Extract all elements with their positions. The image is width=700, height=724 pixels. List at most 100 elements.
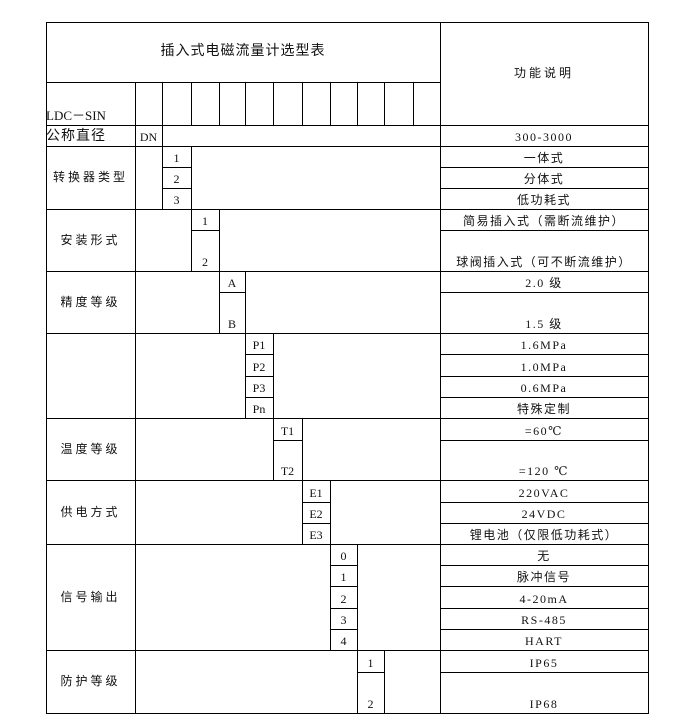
grid-line [440,292,649,293]
option-description: 1.6MPa [520,338,568,352]
option-code: P1 [252,338,266,352]
group-label: 转换器类型 [52,170,128,184]
option-description: 分体式 [523,172,565,186]
grid-line [46,146,649,147]
grid-line [46,22,649,23]
option-description: IP65 [529,656,559,670]
grid-line [330,565,358,566]
grid-line [219,271,220,334]
group-label: 供电方式 [60,504,121,519]
grid-line [384,82,385,126]
option-description: 球阀插入式（可不断流维护） [456,255,632,269]
grid-line [330,544,331,651]
option-code: P3 [252,381,266,395]
grid-line [245,397,274,398]
table-title: 插入式电磁流量计选型表 [160,43,326,59]
grid-line [440,502,649,503]
option-code: DN [139,130,158,144]
option-code: E2 [309,507,323,521]
group-label: 公称直径 [46,129,106,144]
grid-line [46,650,649,651]
option-description: 1.0MPa [520,360,568,374]
grid-line [440,523,649,524]
option-code: Pn [252,402,266,416]
grid-line [162,125,163,147]
grid-line [330,586,358,587]
option-code: 1 [202,214,208,228]
option-description: IP68 [529,697,559,711]
option-code: 2 [173,172,180,186]
option-code: P2 [252,360,266,374]
option-description: 0.6MPa [520,381,568,395]
option-code: 1 [173,151,180,165]
option-description: 锂电池（仅限低功耗式） [469,528,619,542]
grid-line [330,608,358,609]
option-description: 1.5 级 [525,317,563,331]
grid-line [46,333,649,334]
grid-line [162,82,163,126]
grid-line [302,82,303,126]
grid-line [245,376,274,377]
option-description: 300-3000 [515,130,573,144]
grid-line [46,82,441,83]
option-description: =60℃ [524,424,564,438]
grid-line [357,672,385,673]
grid-line [135,82,136,126]
grid-line [440,629,649,630]
grid-line [440,230,649,231]
option-code: A [227,276,237,290]
option-code: 0 [340,549,347,563]
grid-line [273,82,274,126]
grid-line [330,629,358,630]
option-description: 低功耗式 [516,193,571,207]
grid-line [46,418,649,419]
option-code: B [227,317,236,331]
grid-line [135,125,136,714]
option-code: E1 [309,486,323,500]
group-label: 防护等级 [60,674,121,688]
option-code: 2 [367,697,374,711]
grid-line [245,82,246,126]
option-code: 2 [340,592,347,606]
grid-line [440,440,649,441]
grid-line [357,544,358,651]
grid-line [162,188,192,189]
grid-line [219,82,220,126]
grid-line [219,209,220,272]
option-code: T1 [280,424,295,438]
grid-line [440,376,649,377]
grid-line [440,608,649,609]
grid-line [162,146,163,210]
grid-line [440,188,649,189]
grid-line [330,82,331,126]
option-description: HART [525,634,563,648]
option-description: 特殊定制 [516,402,571,416]
grid-line [440,354,649,355]
grid-line [440,672,649,673]
option-description: 220VAC [518,486,570,500]
grid-line [245,354,274,355]
group-label: 信号输出 [60,589,121,604]
grid-line [46,271,649,272]
group-label: 精度等级 [60,294,121,309]
grid-line [648,22,649,714]
grid-line [191,82,192,126]
grid-line [46,544,649,545]
grid-line [273,418,274,481]
grid-line [46,713,649,714]
grid-line [191,230,220,231]
option-code: 4 [340,634,347,648]
option-description: 脉冲信号 [516,570,571,584]
group-label [46,333,135,418]
model-prefix: LDC－SIN [46,108,106,123]
option-code: T2 [280,464,295,478]
option-description: 4-20mA [519,592,569,606]
grid-line [302,418,303,481]
grid-line [245,271,246,334]
description-header: 功能说明 [513,66,574,80]
option-description: 无 [537,549,551,563]
grid-line [440,565,649,566]
grid-line [219,292,246,293]
grid-line [440,397,649,398]
